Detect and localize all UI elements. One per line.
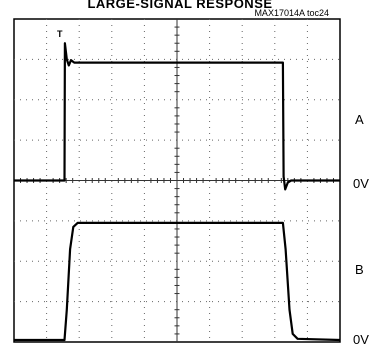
traces — [14, 42, 341, 342]
channel-b-zero-label: 0V — [353, 332, 369, 347]
trace-a — [14, 42, 340, 191]
trigger-marker: T — [57, 29, 63, 39]
figure-id: MAX17014A toc24 — [254, 8, 329, 18]
channel-a-label: A — [355, 112, 364, 127]
channel-a-zero-label: 0V — [353, 176, 369, 191]
trace-b — [14, 221, 341, 342]
channel-b-label: B — [355, 262, 364, 277]
chart-title: LARGE-SIGNAL RESPONSE — [87, 0, 273, 11]
